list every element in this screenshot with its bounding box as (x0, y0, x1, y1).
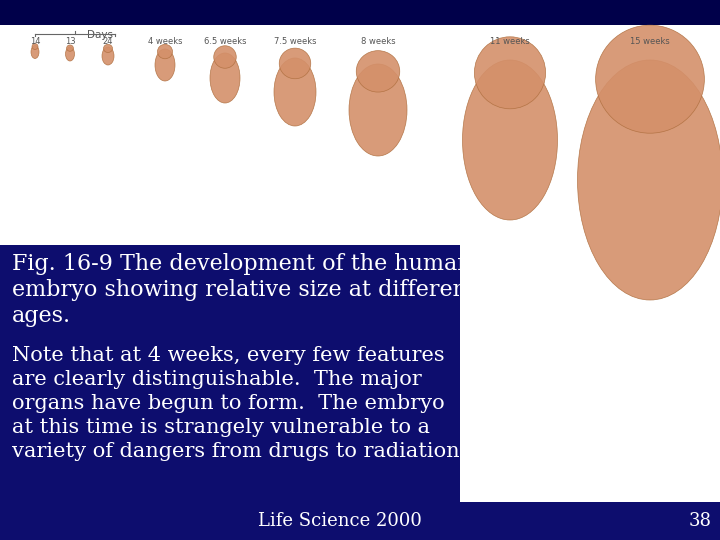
Text: Days: Days (87, 30, 113, 40)
Ellipse shape (67, 45, 73, 51)
Ellipse shape (274, 58, 316, 126)
Ellipse shape (210, 53, 240, 103)
Ellipse shape (66, 47, 74, 61)
Ellipse shape (462, 60, 557, 220)
Text: Note that at 4 weeks, every few features: Note that at 4 weeks, every few features (12, 346, 445, 365)
Text: at this time is strangely vulnerable to a: at this time is strangely vulnerable to … (12, 418, 430, 437)
Text: Life Science 2000: Life Science 2000 (258, 512, 422, 530)
Text: variety of dangers from drugs to radiation.: variety of dangers from drugs to radiati… (12, 442, 467, 461)
Ellipse shape (104, 44, 112, 52)
Bar (0, 245, 460, 502)
Text: 8 weeks: 8 weeks (361, 37, 395, 46)
Text: Fig. 16-9 The development of the human: Fig. 16-9 The development of the human (12, 253, 472, 275)
Bar (0, 25, 720, 245)
Text: 13: 13 (65, 37, 76, 46)
Ellipse shape (595, 25, 704, 133)
Text: ages.: ages. (12, 305, 71, 327)
Text: 7.5 weeks: 7.5 weeks (274, 37, 316, 46)
Ellipse shape (349, 64, 407, 156)
Ellipse shape (474, 37, 546, 109)
Bar (460, 245, 720, 502)
Ellipse shape (279, 48, 311, 79)
Text: are clearly distinguishable.  The major: are clearly distinguishable. The major (12, 370, 422, 389)
Text: 15 weeks: 15 weeks (630, 37, 670, 46)
Text: 24: 24 (103, 37, 113, 46)
Ellipse shape (102, 47, 114, 65)
Ellipse shape (158, 44, 173, 59)
Bar (0, 0, 720, 25)
Text: 11 weeks: 11 weeks (490, 37, 530, 46)
Text: 4 weeks: 4 weeks (148, 37, 182, 46)
Ellipse shape (31, 45, 39, 58)
Text: 38: 38 (688, 512, 711, 530)
Ellipse shape (32, 44, 38, 50)
Bar (0, 502, 720, 540)
Text: 6.5 weeks: 6.5 weeks (204, 37, 246, 46)
Text: 14: 14 (30, 37, 40, 46)
Ellipse shape (214, 46, 236, 68)
Ellipse shape (577, 60, 720, 300)
Text: organs have begun to form.  The embryo: organs have begun to form. The embryo (12, 394, 445, 413)
Ellipse shape (155, 49, 175, 81)
Text: embryo showing relative size at different: embryo showing relative size at differen… (12, 279, 476, 301)
Ellipse shape (356, 51, 400, 92)
